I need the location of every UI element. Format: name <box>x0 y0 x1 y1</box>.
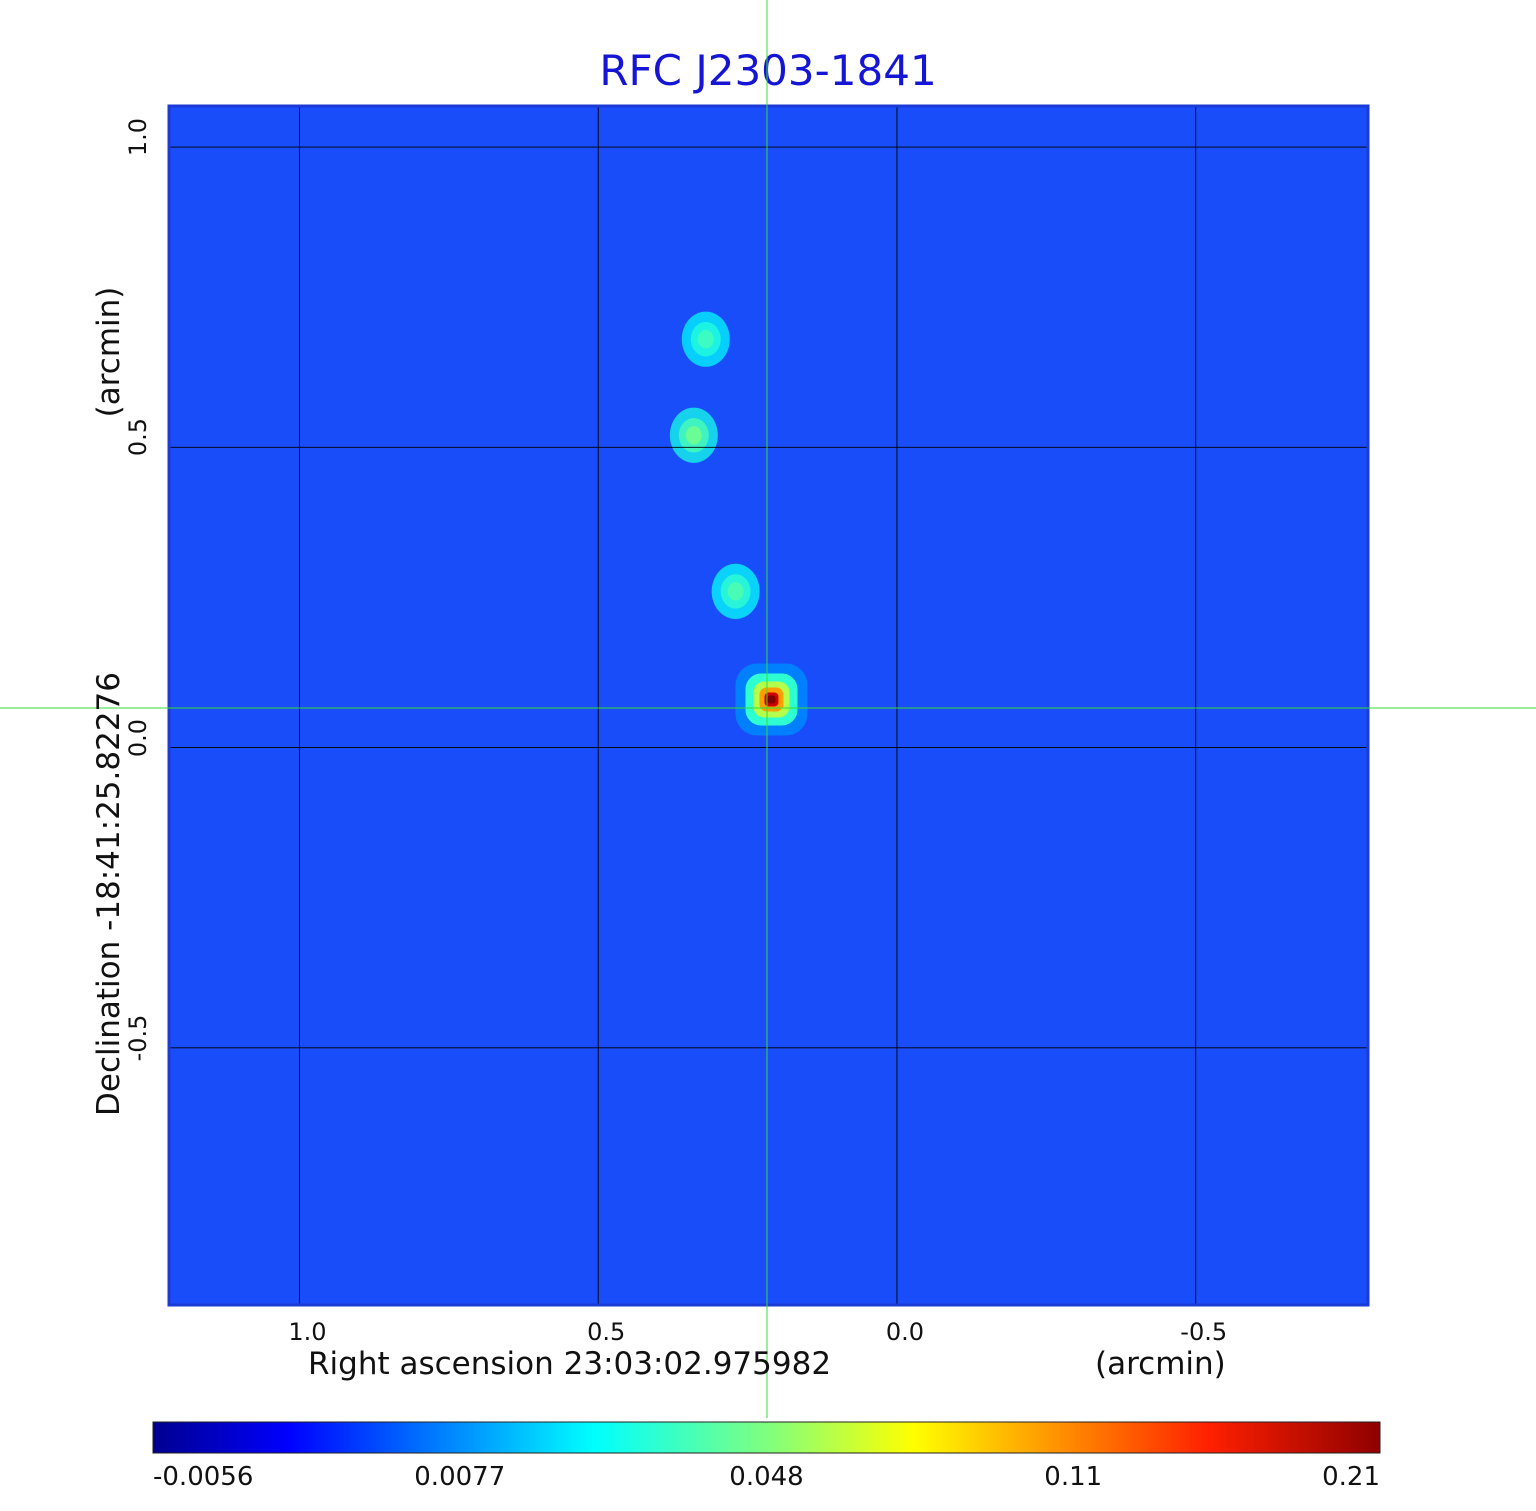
x-tick-label: 0.0 <box>885 1318 925 1346</box>
colorbar <box>152 1421 1381 1454</box>
core-layer <box>767 695 776 704</box>
chart-title: RFC J2303-1841 <box>599 46 937 95</box>
x-tick-label: 1.0 <box>288 1318 327 1346</box>
y-tick-label: 1.0 <box>124 117 152 157</box>
plot-frame <box>167 104 1370 1307</box>
knot-2 <box>685 426 702 445</box>
x-tick-label: -0.5 <box>1180 1318 1228 1346</box>
colorbar-tick-label: 0.048 <box>729 1462 804 1492</box>
knot-3 <box>697 329 714 349</box>
x-axis-unit: (arcmin) <box>1095 1346 1226 1382</box>
colorbar-tick-label: 0.11 <box>1044 1462 1103 1492</box>
y-tick-label: 0.5 <box>124 418 152 457</box>
knot-1 <box>727 582 744 601</box>
x-tick-label: 0.5 <box>587 1318 626 1346</box>
x-axis-label: Right ascension 23:03:02.975982 <box>308 1346 832 1382</box>
colorbar-tick-label: 0.21 <box>1322 1462 1380 1492</box>
colorbar-tick-label: 0.0077 <box>414 1462 506 1492</box>
y-axis-label: Declination -18:41:25.82276 <box>91 672 127 1116</box>
y-tick-label: -0.5 <box>124 1014 152 1062</box>
y-tick-label: 0.0 <box>124 718 152 757</box>
y-axis-unit: (arcmin) <box>91 286 127 418</box>
colorbar-tick-label: -0.0056 <box>153 1462 254 1492</box>
